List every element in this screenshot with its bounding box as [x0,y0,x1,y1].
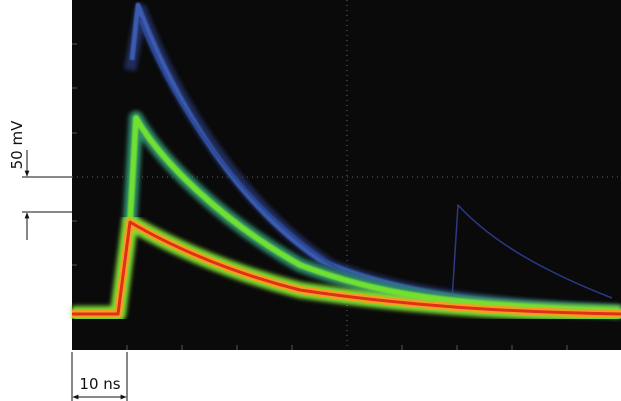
time-scale-label: 10 ns [79,375,120,393]
voltage-scale-bar [22,150,72,240]
scope-grid [72,0,621,350]
waveforms [72,2,621,322]
voltage-scale-label: 50 mV [8,120,26,169]
time-scale-bar [71,352,128,401]
